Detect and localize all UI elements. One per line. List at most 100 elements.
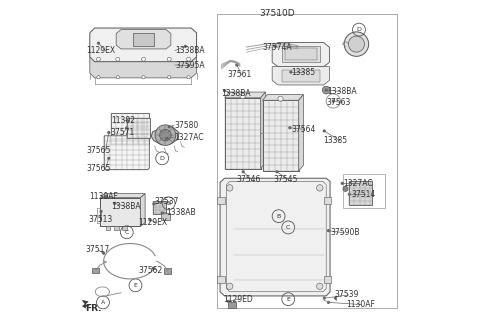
Circle shape [343,186,348,192]
Circle shape [97,42,100,45]
Text: 1129EX: 1129EX [139,218,168,227]
Circle shape [187,64,190,67]
Bar [225,98,261,169]
Circle shape [327,301,330,304]
Bar [164,268,171,274]
Text: 11302: 11302 [111,116,135,125]
Bar [217,14,397,308]
Circle shape [223,89,226,92]
Text: B: B [167,201,171,206]
Text: 37562: 37562 [139,266,163,275]
Circle shape [324,89,328,92]
Text: 1338BA: 1338BA [221,89,251,99]
Text: 1338BA: 1338BA [327,87,357,96]
Text: E: E [133,283,137,288]
Bar [133,33,154,46]
Circle shape [348,193,351,196]
Circle shape [327,229,330,232]
Text: 1338BA: 1338BA [175,46,204,55]
Bar [106,226,110,230]
Text: 1338AB: 1338AB [166,208,196,217]
Circle shape [344,32,369,56]
Bar [161,213,170,220]
Bar [324,197,331,204]
Circle shape [289,70,292,74]
Circle shape [348,36,364,52]
Circle shape [152,202,156,205]
Circle shape [105,195,108,198]
Polygon shape [90,57,197,78]
Bar [282,46,321,62]
Text: E: E [286,297,290,302]
Circle shape [116,57,120,61]
Bar [127,119,150,138]
Circle shape [97,76,100,79]
Bar [282,69,321,82]
Circle shape [126,120,130,123]
Text: D: D [357,27,361,32]
Polygon shape [83,300,88,304]
Polygon shape [261,92,265,169]
Polygon shape [263,95,303,100]
Circle shape [102,252,105,255]
Bar [122,226,127,230]
Circle shape [276,170,278,173]
Circle shape [227,283,233,289]
Text: 37571: 37571 [111,128,135,137]
Text: 37580: 37580 [174,121,198,130]
Circle shape [341,182,344,185]
Circle shape [125,126,129,129]
Polygon shape [334,296,336,300]
Polygon shape [140,194,145,226]
Circle shape [142,76,145,79]
Text: 37563: 37563 [327,99,351,108]
Circle shape [227,300,230,303]
Circle shape [161,211,164,214]
Text: C: C [286,225,290,230]
Text: 37561: 37561 [227,70,252,79]
Text: 37565: 37565 [86,146,111,155]
Circle shape [168,76,171,79]
Polygon shape [116,30,171,49]
Circle shape [99,210,103,213]
Circle shape [323,297,326,300]
Circle shape [107,157,110,160]
Text: 37590B: 37590B [331,228,360,237]
Text: B: B [276,214,281,219]
Circle shape [241,170,245,173]
Text: 37513: 37513 [89,215,113,224]
Polygon shape [104,136,149,170]
Bar [324,276,331,283]
Circle shape [142,57,145,61]
Text: 13385: 13385 [324,136,348,145]
Text: A: A [101,300,105,305]
Bar [100,198,140,226]
Circle shape [316,283,323,289]
Circle shape [323,86,330,94]
Polygon shape [272,67,329,85]
Circle shape [184,45,187,48]
Polygon shape [100,194,145,198]
Text: 1327AC: 1327AC [174,132,204,141]
Text: 1129ED: 1129ED [223,295,253,304]
Circle shape [278,96,283,101]
Text: 37537: 37537 [155,197,179,206]
Bar [111,113,149,144]
Bar [153,201,166,214]
Text: C: C [125,230,129,235]
Circle shape [286,124,294,131]
Bar [349,181,372,205]
Circle shape [107,131,110,134]
Circle shape [152,267,155,270]
Polygon shape [90,28,197,62]
Polygon shape [225,92,265,98]
Text: D: D [160,156,165,161]
Circle shape [316,185,323,191]
Circle shape [148,218,152,222]
Polygon shape [299,95,303,171]
Circle shape [168,125,171,128]
Text: 37546: 37546 [237,175,261,184]
Circle shape [235,63,239,67]
Bar [343,174,385,208]
Text: 1327AC: 1327AC [343,179,372,188]
